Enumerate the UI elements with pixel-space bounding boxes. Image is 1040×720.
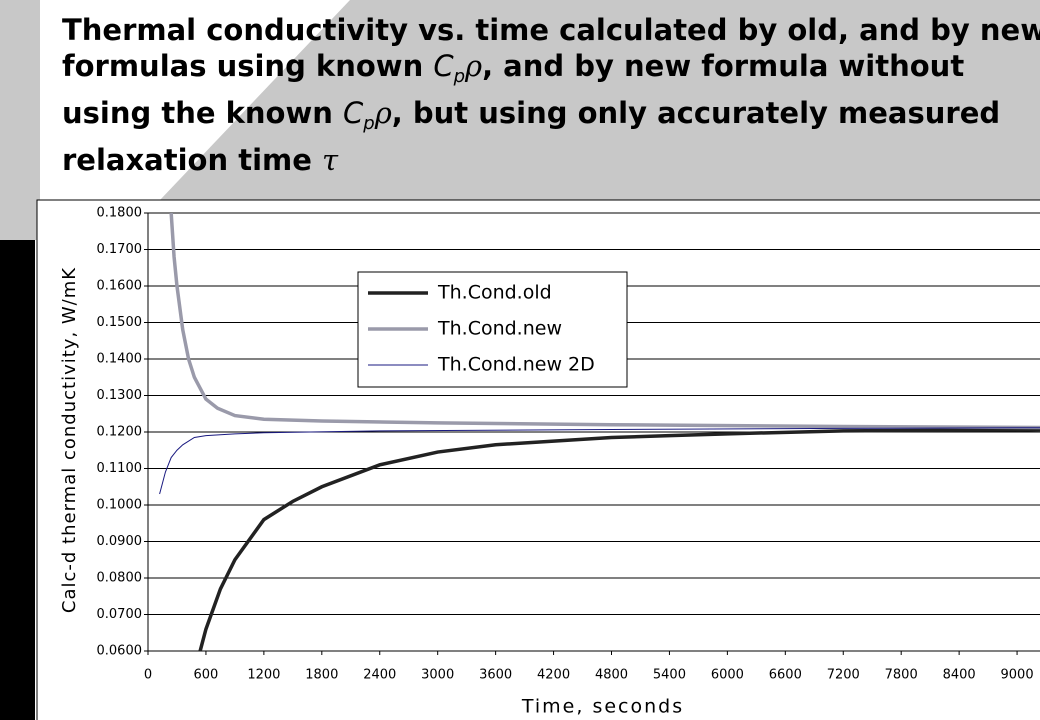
title-symbol: ρ	[374, 96, 392, 130]
y-tick-label: 0.0700	[97, 607, 143, 622]
x-tick-label: 4800	[595, 668, 628, 683]
x-tick-label: 4200	[537, 668, 570, 683]
legend-label: Th.Cond.old	[437, 282, 552, 304]
title-symbol: τ	[322, 143, 339, 177]
title-text: , but using only accurately measured	[391, 96, 1001, 130]
x-tick-label: 6600	[769, 668, 802, 683]
x-tick-label: 0	[144, 668, 152, 683]
x-tick-label: 3600	[479, 668, 512, 683]
x-tick-label: 5400	[653, 668, 686, 683]
y-tick-label: 0.1500	[97, 315, 143, 330]
y-tick-label: 0.0900	[97, 534, 143, 549]
y-tick-label: 0.1700	[97, 242, 143, 257]
y-tick-label: 0.1800	[97, 206, 143, 221]
x-tick-label: 2400	[363, 668, 396, 683]
y-tick-label: 0.0600	[97, 644, 143, 659]
x-tick-label: 8400	[943, 668, 976, 683]
gray-block	[0, 0, 40, 240]
title-text: using the known	[62, 96, 344, 130]
y-tick-label: 0.1600	[97, 279, 143, 294]
title-text: formulas using known	[62, 49, 434, 83]
legend-label: Th.Cond.new 2D	[437, 354, 595, 376]
x-tick-label: 1200	[247, 668, 280, 683]
x-tick-label: 9000	[1001, 668, 1034, 683]
series-line	[198, 427, 1040, 651]
title-subscript: p	[363, 113, 375, 134]
title-symbol: C	[343, 96, 364, 130]
y-tick-label: 0.1000	[97, 498, 143, 513]
y-axis-label: Calc-d thermal conductivity, W/mK	[59, 267, 80, 613]
y-tick-label: 0.1300	[97, 388, 143, 403]
black-bar	[0, 240, 35, 720]
title-text: relaxation time	[62, 143, 323, 177]
y-tick-label: 0.0800	[97, 571, 143, 586]
x-tick-label: 6000	[711, 668, 744, 683]
title-symbol: ρ	[465, 49, 483, 83]
y-tick-label: 0.1200	[97, 425, 143, 440]
x-tick-label: 3000	[421, 668, 454, 683]
slide-title: Thermal conductivity vs. time calculated…	[62, 12, 1040, 178]
legend-label: Th.Cond.new	[437, 318, 562, 340]
title-subscript: p	[453, 66, 465, 87]
title-symbol: C	[433, 49, 454, 83]
title-text: Thermal conductivity vs. time calculated…	[62, 13, 1040, 47]
gray-shape	[160, 0, 1040, 200]
y-tick-label: 0.1400	[97, 352, 143, 367]
title-text: , and by new formula without	[482, 49, 965, 83]
x-tick-label: 600	[194, 668, 219, 683]
x-tick-label: 7200	[827, 668, 860, 683]
x-tick-label: 7800	[885, 668, 918, 683]
x-tick-label: 1800	[305, 668, 338, 683]
series-line	[159, 427, 1040, 495]
series-line	[169, 213, 1040, 430]
y-tick-label: 0.1100	[97, 461, 143, 476]
x-axis-label: Time, seconds	[521, 696, 684, 718]
